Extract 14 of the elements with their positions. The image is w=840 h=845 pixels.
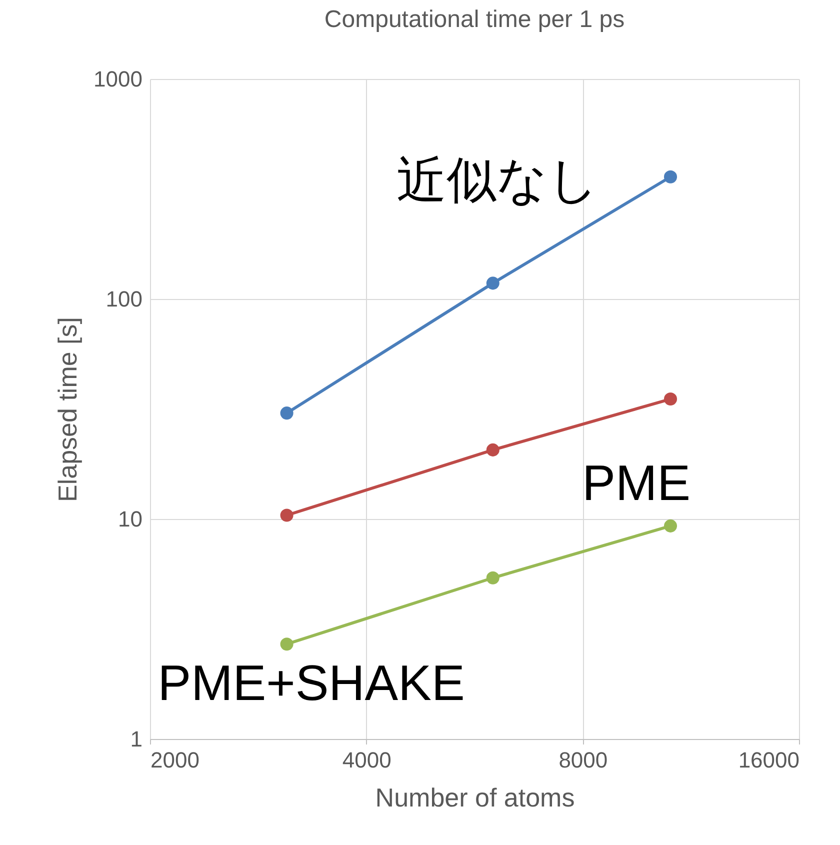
y-tick-label: 1000: [94, 66, 142, 92]
y-tick-label: 100: [106, 286, 142, 312]
x-tick-label: 8000: [558, 748, 608, 772]
x-axis-title: Number of atoms: [375, 782, 575, 812]
x-tick-label: 4000: [342, 748, 392, 772]
series-label: PME+SHAKE: [158, 655, 465, 712]
y-axis-title: Elapsed time [s]: [52, 317, 83, 502]
series-label: 近似なし: [396, 152, 598, 208]
series-label: PME: [582, 455, 690, 512]
y-tick-label: 1: [130, 726, 142, 752]
chart-title: Computational time per 1 ps: [324, 6, 625, 33]
x-tick-label: 2000: [150, 748, 200, 772]
y-tick-label: 10: [118, 506, 142, 532]
x-tick-label: 16000: [738, 748, 800, 772]
